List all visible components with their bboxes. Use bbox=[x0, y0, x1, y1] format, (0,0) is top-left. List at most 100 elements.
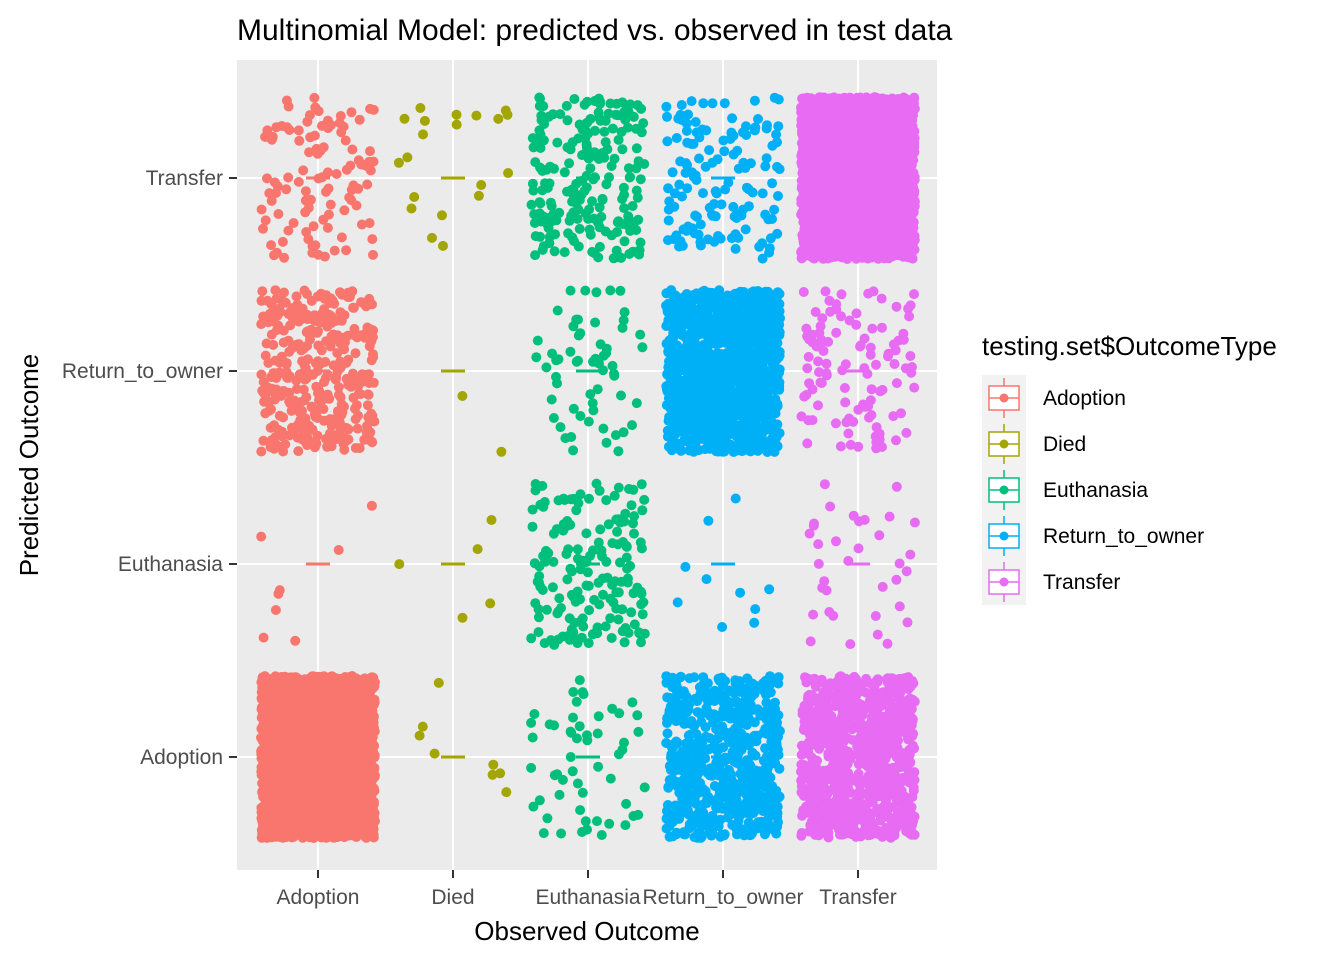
data-point bbox=[284, 371, 295, 382]
data-point bbox=[321, 186, 331, 197]
data-point bbox=[348, 795, 359, 806]
data-point bbox=[365, 146, 375, 157]
data-point bbox=[631, 398, 642, 409]
data-point bbox=[533, 612, 544, 623]
data-point bbox=[765, 687, 776, 698]
data-point bbox=[703, 696, 714, 707]
data-point bbox=[628, 811, 639, 821]
data-point bbox=[340, 135, 351, 146]
data-point bbox=[625, 225, 636, 236]
data-point bbox=[300, 207, 311, 218]
data-point bbox=[269, 706, 280, 717]
data-point bbox=[298, 165, 309, 176]
data-point bbox=[636, 637, 646, 648]
data-point bbox=[368, 104, 379, 115]
data-point bbox=[362, 179, 373, 190]
data-point bbox=[598, 423, 609, 434]
data-point bbox=[270, 432, 281, 443]
data-point bbox=[745, 809, 756, 820]
data-point bbox=[552, 137, 563, 148]
data-point bbox=[672, 737, 683, 748]
data-point bbox=[636, 599, 647, 610]
data-point bbox=[726, 769, 737, 780]
data-point bbox=[348, 392, 359, 403]
data-point bbox=[565, 752, 576, 762]
data-point bbox=[495, 768, 506, 779]
data-point bbox=[333, 545, 344, 555]
data-point bbox=[367, 766, 378, 777]
data-point bbox=[548, 413, 559, 423]
data-point bbox=[328, 329, 339, 340]
data-point bbox=[617, 144, 628, 155]
data-point bbox=[625, 561, 636, 571]
data-point bbox=[418, 129, 428, 140]
data-point bbox=[427, 232, 437, 243]
data-point bbox=[548, 528, 559, 539]
data-point bbox=[356, 219, 367, 230]
data-point bbox=[339, 444, 350, 455]
data-point bbox=[695, 709, 706, 720]
data-point bbox=[580, 285, 591, 296]
data-point bbox=[566, 432, 577, 442]
data-point bbox=[313, 778, 323, 788]
data-point bbox=[761, 697, 772, 708]
data-point bbox=[619, 516, 630, 527]
data-point bbox=[535, 162, 546, 173]
data-point bbox=[568, 403, 579, 414]
data-point bbox=[625, 99, 636, 110]
data-point bbox=[256, 204, 267, 215]
data-point bbox=[559, 495, 570, 505]
data-point bbox=[704, 733, 715, 744]
data-point bbox=[562, 520, 572, 531]
data-point bbox=[599, 152, 610, 163]
data-point bbox=[341, 772, 352, 783]
data-point bbox=[601, 343, 612, 354]
data-point bbox=[763, 808, 774, 819]
data-point bbox=[749, 717, 760, 728]
data-point bbox=[276, 800, 287, 810]
data-point bbox=[402, 152, 413, 163]
data-point bbox=[549, 720, 560, 731]
data-point bbox=[257, 286, 268, 297]
data-point bbox=[329, 719, 340, 730]
data-point bbox=[298, 384, 309, 395]
data-point bbox=[591, 478, 602, 489]
data-point bbox=[585, 229, 596, 240]
data-point bbox=[722, 695, 733, 706]
data-point bbox=[727, 746, 738, 757]
data-point bbox=[256, 723, 267, 734]
data-point bbox=[624, 484, 634, 494]
data-point bbox=[322, 389, 333, 400]
data-point bbox=[568, 591, 579, 602]
data-point bbox=[700, 814, 710, 825]
data-point bbox=[451, 109, 462, 120]
data-point bbox=[320, 715, 331, 726]
data-point bbox=[661, 823, 672, 834]
data-point bbox=[531, 139, 542, 150]
data-point bbox=[577, 687, 588, 698]
data-point bbox=[564, 613, 575, 624]
data-point bbox=[365, 799, 376, 809]
data-point bbox=[636, 479, 647, 490]
data-point bbox=[317, 307, 328, 318]
data-point bbox=[354, 114, 365, 125]
data-point bbox=[580, 208, 591, 219]
data-point bbox=[438, 240, 448, 251]
data-point bbox=[601, 437, 612, 448]
data-point bbox=[501, 787, 512, 798]
data-point bbox=[726, 737, 737, 748]
data-point bbox=[612, 526, 623, 537]
data-point bbox=[295, 307, 306, 318]
data-point bbox=[774, 791, 785, 802]
data-point bbox=[297, 681, 308, 692]
data-point bbox=[476, 180, 487, 190]
data-point bbox=[617, 626, 628, 637]
data-point bbox=[346, 195, 357, 206]
data-point bbox=[471, 110, 482, 121]
data-point bbox=[334, 677, 344, 688]
data-point bbox=[592, 384, 603, 395]
data-point bbox=[617, 322, 628, 333]
data-point bbox=[306, 401, 317, 412]
data-point bbox=[605, 285, 616, 296]
data-point bbox=[554, 789, 565, 800]
